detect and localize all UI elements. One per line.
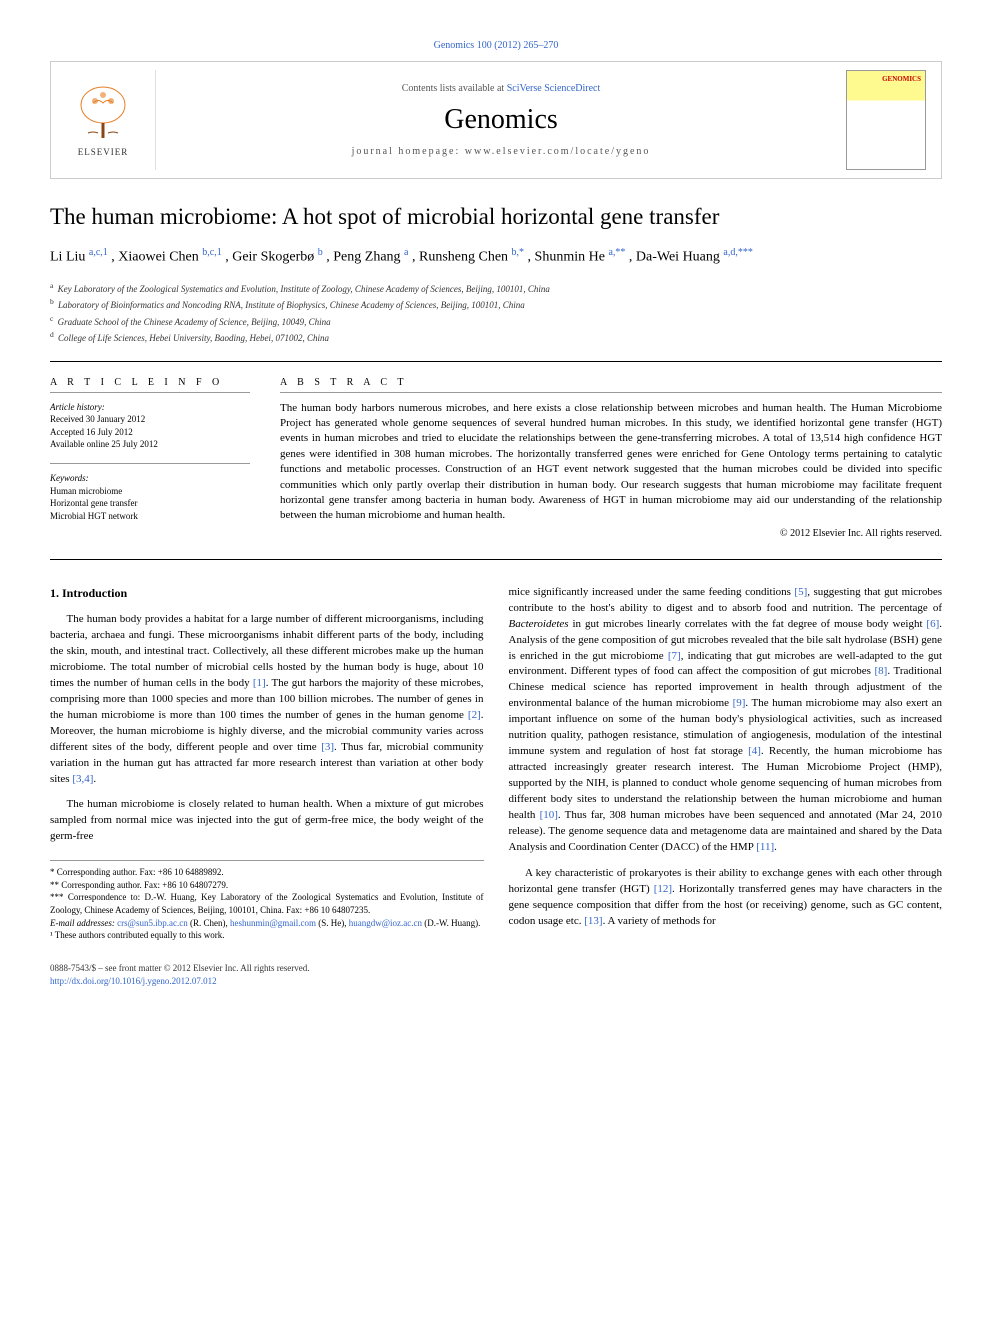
email-1-name: (R. Chen),: [188, 918, 230, 928]
affil-a: a Key Laboratory of the Zoological Syste…: [50, 280, 942, 297]
body-col-left: 1. Introduction The human body provides …: [50, 585, 484, 988]
journal-banner: ELSEVIER Contents lists available at Sci…: [50, 61, 942, 179]
body-p3: mice significantly increased under the s…: [509, 585, 943, 856]
footnote-3: *** Correspondence to: D.-W. Huang, Key …: [50, 891, 484, 916]
author-3: , Geir Skogerbø: [225, 250, 318, 265]
page-footer: 0888-7543/$ – see front matter © 2012 El…: [50, 962, 484, 988]
author-6-affil: a,**: [608, 247, 625, 258]
keywords-label: Keywords:: [50, 472, 250, 485]
cover-title: GENOMICS: [882, 75, 921, 83]
article-title: The human microbiome: A hot spot of micr…: [50, 204, 942, 230]
keyword-3: Microbial HGT network: [50, 510, 250, 523]
intro-heading: 1. Introduction: [50, 585, 484, 602]
journal-homepage: journal homepage: www.elsevier.com/locat…: [156, 146, 846, 157]
info-divider: [50, 463, 250, 464]
elsevier-logo: ELSEVIER: [66, 70, 156, 170]
journal-cover-thumbnail: GENOMICS: [846, 70, 926, 170]
contents-prefix: Contents lists available at: [402, 83, 507, 94]
email-label: E-mail addresses:: [50, 918, 117, 928]
body-p1: The human body provides a habitat for a …: [50, 612, 484, 787]
abstract-copyright: © 2012 Elsevier Inc. All rights reserved…: [280, 528, 942, 539]
elsevier-label: ELSEVIER: [78, 147, 129, 157]
available-date: Available online 25 July 2012: [50, 438, 250, 451]
author-7: , Da-Wei Huang: [629, 250, 724, 265]
body-p2: The human microbiome is closely related …: [50, 797, 484, 845]
page-container: Genomics 100 (2012) 265–270 ELSEVIER Con…: [0, 0, 992, 1028]
author-4-affil: a: [404, 247, 408, 258]
author-1-affil: a,c,1: [89, 247, 108, 258]
article-info-col: A R T I C L E I N F O Article history: R…: [50, 377, 250, 539]
doi-link[interactable]: http://dx.doi.org/10.1016/j.ygeno.2012.0…: [50, 976, 217, 986]
email-2-name: (S. He),: [316, 918, 349, 928]
banner-center: Contents lists available at SciVerse Sci…: [156, 83, 846, 157]
footnote-emails: E-mail addresses: crs@sun5.ibp.ac.cn (R.…: [50, 917, 484, 930]
footnotes-block: * Corresponding author. Fax: +86 10 6488…: [50, 860, 484, 942]
body-p4: A key characteristic of prokaryotes is t…: [509, 866, 943, 930]
author-2-affil: b,c,1: [202, 247, 221, 258]
sciverse-link[interactable]: SciVerse ScienceDirect: [507, 83, 601, 94]
keyword-2: Horizontal gene transfer: [50, 497, 250, 510]
homepage-url: www.elsevier.com/locate/ygeno: [465, 146, 651, 157]
journal-name: Genomics: [156, 104, 846, 136]
keyword-1: Human microbiome: [50, 485, 250, 498]
abstract-col: A B S T R A C T The human body harbors n…: [280, 377, 942, 539]
body-col-right: mice significantly increased under the s…: [509, 585, 943, 988]
affil-c: c Graduate School of the Chinese Academy…: [50, 313, 942, 330]
affil-d: d College of Life Sciences, Hebei Univer…: [50, 329, 942, 346]
received-date: Received 30 January 2012: [50, 413, 250, 426]
email-3[interactable]: huangdw@ioz.ac.cn: [349, 918, 422, 928]
body-columns: 1. Introduction The human body provides …: [50, 585, 942, 988]
issn-line: 0888-7543/$ – see front matter © 2012 El…: [50, 962, 484, 975]
footnote-4: ¹ These authors contributed equally to t…: [50, 929, 484, 942]
citation-header: Genomics 100 (2012) 265–270: [50, 40, 942, 51]
article-info-heading: A R T I C L E I N F O: [50, 377, 250, 393]
footnote-2: ** Corresponding author. Fax: +86 10 648…: [50, 879, 484, 892]
email-1[interactable]: crs@sun5.ibp.ac.cn: [117, 918, 188, 928]
article-history: Article history: Received 30 January 201…: [50, 401, 250, 451]
author-2: , Xiaowei Chen: [111, 250, 202, 265]
authors-line: Li Liu a,c,1 , Xiaowei Chen b,c,1 , Geir…: [50, 245, 942, 268]
divider-top: [50, 361, 942, 362]
abstract-heading: A B S T R A C T: [280, 377, 942, 393]
email-3-name: (D.-W. Huang).: [422, 918, 480, 928]
divider-mid: [50, 559, 942, 560]
elsevier-tree-icon: [73, 83, 133, 143]
history-label: Article history:: [50, 401, 250, 414]
contents-list-line: Contents lists available at SciVerse Sci…: [156, 83, 846, 94]
author-5-affil: b,*: [512, 247, 525, 258]
affil-b: b Laboratory of Bioinformatics and Nonco…: [50, 296, 942, 313]
author-4: , Peng Zhang: [326, 250, 404, 265]
email-2[interactable]: heshunmin@gmail.com: [230, 918, 316, 928]
accepted-date: Accepted 16 July 2012: [50, 426, 250, 439]
keywords-block: Keywords: Human microbiome Horizontal ge…: [50, 472, 250, 522]
author-1: Li Liu: [50, 250, 89, 265]
footnote-1: * Corresponding author. Fax: +86 10 6488…: [50, 866, 484, 879]
author-7-affil: a,d,***: [723, 247, 752, 258]
affiliations-block: a Key Laboratory of the Zoological Syste…: [50, 280, 942, 346]
author-3-affil: b: [318, 247, 323, 258]
homepage-prefix: journal homepage:: [352, 146, 465, 157]
info-abstract-row: A R T I C L E I N F O Article history: R…: [50, 377, 942, 539]
author-5: , Runsheng Chen: [412, 250, 512, 265]
abstract-text: The human body harbors numerous microbes…: [280, 401, 942, 524]
author-6: , Shunmin He: [528, 250, 609, 265]
